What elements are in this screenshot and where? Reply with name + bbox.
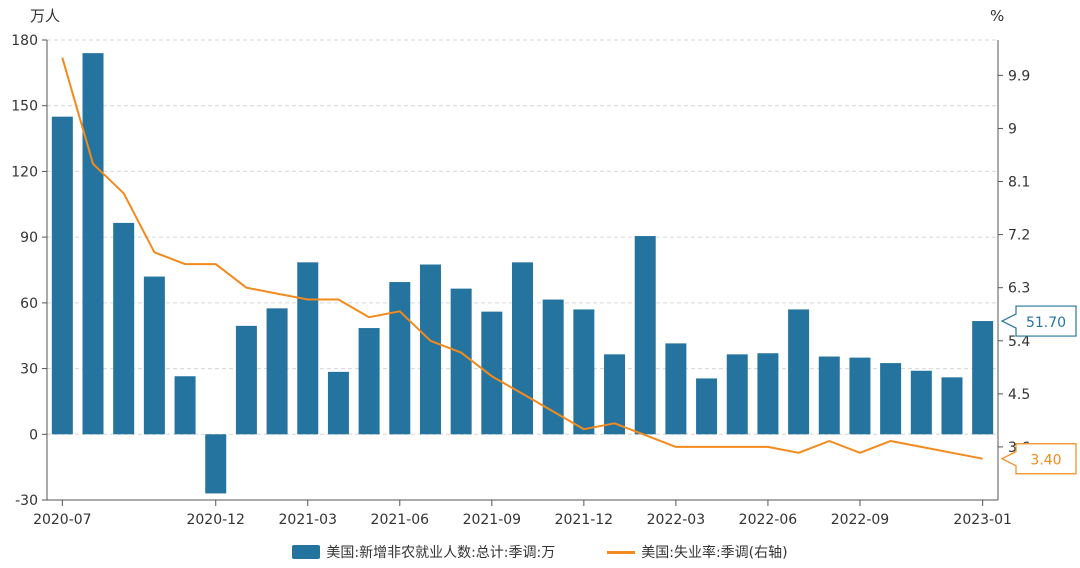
x-tick-label: 2021-09 <box>463 512 522 528</box>
bar <box>51 116 73 435</box>
right-axis-unit: % <box>990 7 1004 25</box>
bar <box>205 434 227 494</box>
legend-bar-label: 美国:新增非农就业人数:总计:季调:万 <box>326 545 556 561</box>
right-tick-label: 4.5 <box>1008 387 1030 403</box>
right-tick-label: 8.1 <box>1008 175 1030 191</box>
bar <box>941 377 963 435</box>
x-tick-label: 2022-03 <box>647 512 706 528</box>
right-tick-label: 9 <box>1008 121 1017 137</box>
x-tick-label: 2023-01 <box>953 512 1012 528</box>
line-series <box>61 57 983 460</box>
bar <box>573 309 595 435</box>
bar <box>235 325 257 435</box>
bar <box>757 353 779 435</box>
bar-series <box>51 53 994 494</box>
bar <box>358 328 380 435</box>
left-tick-label: 30 <box>20 362 38 378</box>
x-tick-label: 2022-06 <box>739 512 798 528</box>
bar <box>481 311 503 435</box>
legend-line-label: 美国:失业率:季调(右轴) <box>641 545 788 561</box>
right-tick-label: 9.9 <box>1008 68 1030 84</box>
chart-area: 万人 % -3003060901201501803.64.55.46.37.28… <box>11 7 1077 528</box>
left-tick-label: 150 <box>11 99 38 115</box>
bar <box>788 309 810 435</box>
bar <box>634 236 656 435</box>
x-tick-label: 2021-12 <box>555 512 614 528</box>
x-tick-label: 2021-06 <box>371 512 430 528</box>
x-tick-label: 2021-03 <box>279 512 338 528</box>
x-tick-label: 2020-12 <box>186 512 245 528</box>
right-tick-label: 5.4 <box>1008 334 1030 350</box>
bar <box>113 222 135 435</box>
bar <box>297 262 319 435</box>
bar <box>818 356 840 435</box>
bar <box>849 357 871 435</box>
bar <box>542 299 564 435</box>
left-axis-unit: 万人 <box>30 7 60 25</box>
bar <box>512 262 533 435</box>
x-tick-label: 2020-07 <box>33 512 92 528</box>
line-end-label: 3.40 <box>1000 443 1077 475</box>
legend-item-line[interactable]: 美国:失业率:季调(右轴) <box>607 542 788 562</box>
bar <box>696 378 718 435</box>
left-tick-label: 120 <box>11 164 38 180</box>
end-labels: 51.70 3.40 <box>1000 305 1077 475</box>
legend: 美国:新增非农就业人数:总计:季调:万 美国:失业率:季调(右轴) <box>0 540 1080 564</box>
bar <box>82 53 104 435</box>
bar-end-label-box <box>1000 305 1077 337</box>
legend-bar-swatch <box>292 545 321 559</box>
legend-item-bar[interactable]: 美国:新增非农就业人数:总计:季调:万 <box>292 542 555 562</box>
left-tick-label: 180 <box>11 33 38 49</box>
bar <box>880 363 902 435</box>
bar <box>910 370 932 435</box>
line-end-label-text: 3.40 <box>1030 453 1061 469</box>
bar <box>174 376 196 435</box>
line-end-label-box <box>1000 443 1077 475</box>
bar <box>665 343 687 435</box>
bar-end-label-text: 51.70 <box>1026 315 1066 331</box>
bar <box>726 354 748 435</box>
bar <box>389 282 411 435</box>
left-tick-label: -30 <box>15 493 38 509</box>
legend-line-swatch <box>607 550 636 554</box>
right-tick-label: 6.3 <box>1008 281 1030 297</box>
bar <box>450 288 472 435</box>
bar <box>972 321 994 435</box>
unemployment-line <box>61 57 983 460</box>
bar <box>266 308 288 435</box>
bar <box>327 371 349 435</box>
left-tick-label: 0 <box>29 427 38 443</box>
bar-end-label: 51.70 <box>1000 305 1077 337</box>
right-tick-label: 7.2 <box>1008 228 1030 244</box>
x-tick-label: 2022-09 <box>831 512 890 528</box>
bar <box>604 354 626 435</box>
bar <box>419 264 441 435</box>
bar <box>143 276 165 435</box>
left-tick-label: 90 <box>20 230 38 246</box>
left-tick-label: 60 <box>20 296 38 312</box>
